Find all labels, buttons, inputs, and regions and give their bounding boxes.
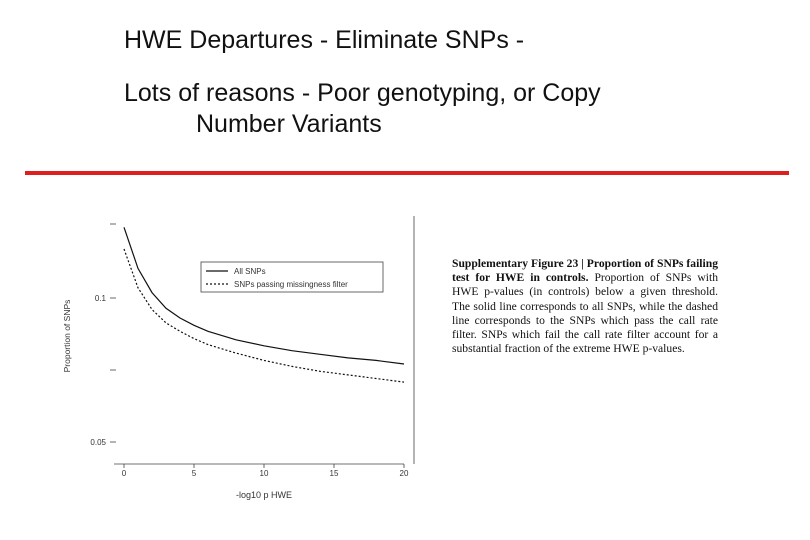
y-tick-label: 0.1 [95,294,107,303]
series-line-passing-filter [123,248,405,383]
legend-label-all-snps: All SNPs [234,267,266,276]
caption-heading: Supplementary Figure 23 | Proportion of … [452,257,718,285]
y-tick-label: 0.05 [90,438,106,447]
y-axis-label: Proportion of SNPs [62,300,72,373]
x-tick-label: 5 [192,469,197,478]
hwe-proportion-chart: 0 5 10 15 20 0.1 0.05 All SNPs SNPs passing mi… [62,216,415,500]
slide-title: HWE Departures - Eliminate SNPs - [124,26,525,54]
x-axis-label: -log10 p HWE [236,490,292,500]
legend-box [200,261,384,293]
red-divider-rule [25,171,789,175]
series-line-all-snps [123,227,405,365]
legend-label-passing-filter: SNPs passing missingness filter [234,280,348,289]
x-tick-label: 0 [122,469,127,478]
bullet-line-2: Number Variants [196,110,382,138]
x-tick-label: 10 [260,469,269,478]
bullet-text: Lots of reasons - Poor genotyping, or Co… [124,78,744,140]
x-tick-label: 20 [400,469,409,478]
caption-body: Proportion of SNPs with HWE p-values (in… [452,271,718,356]
x-tick-label: 15 [330,469,339,478]
bullet-line-1: Lots of reasons - Poor genotyping, or Co… [124,79,601,107]
figure-caption: Supplementary Figure 23 | Proportion of … [452,257,718,356]
plot-area: 0 5 10 15 20 0.1 0.05 [90,216,415,478]
chart-legend: All SNPs SNPs passing missingness filter [200,261,384,293]
